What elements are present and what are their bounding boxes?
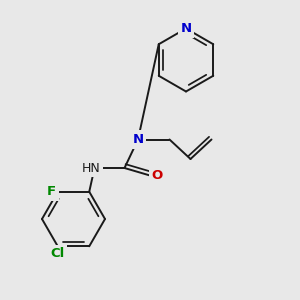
Text: N: N <box>132 133 144 146</box>
Text: O: O <box>152 169 163 182</box>
Text: N: N <box>180 22 192 35</box>
Text: Cl: Cl <box>51 247 65 260</box>
Text: HN: HN <box>82 161 101 175</box>
Text: F: F <box>47 185 56 198</box>
